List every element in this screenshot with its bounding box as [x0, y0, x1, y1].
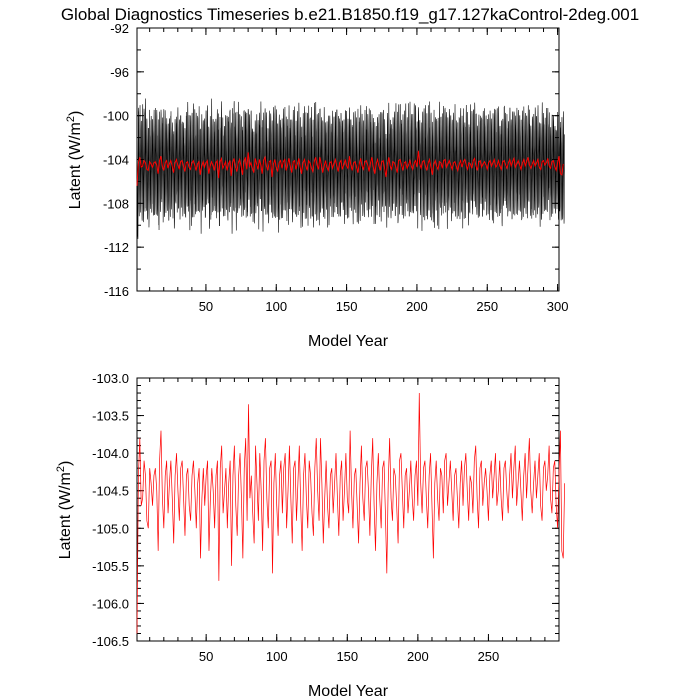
bot-ytick-label: -106.0 [92, 596, 129, 611]
bot-ytick-label: -106.5 [92, 634, 129, 649]
top-ytick-label: -116 [104, 284, 129, 299]
top-ytick-label: -108 [103, 196, 129, 211]
top-series-annual-line [136, 150, 564, 186]
bot-ytick-label: -105.0 [92, 521, 129, 536]
bottom-plot-frame [136, 377, 560, 642]
top-xtick-label: 250 [476, 299, 498, 314]
top-panel: -116 -112 -108 -104 -100 -96 -92 50 100 150 200 25… [65, 21, 568, 350]
bot-xtick-label: 150 [336, 649, 358, 664]
bottom-panel: -106.5 -106.0 -105.5 -105.0 -104.5 -104.0 -103… [55, 371, 565, 700]
chart-title: Global Diagnostics Timeseries b.e21.B185… [61, 5, 639, 24]
bottom-x-ticks: 50 100 150 200 250 [149, 378, 546, 664]
top-ytick-label: -96 [110, 65, 129, 80]
bot-xtick-label: 50 [199, 649, 213, 664]
bot-ytick-label: -103.0 [92, 371, 129, 386]
top-x-ticks: 50 100 150 200 250 300 [149, 28, 569, 314]
top-ytick-label: -100 [103, 109, 129, 124]
top-x-axis-label: Model Year [308, 333, 389, 350]
top-y-axis-label: Latent (W/m2) [65, 111, 84, 210]
bot-ytick-label: -105.5 [92, 559, 129, 574]
bottom-x-axis-label: Model Year [308, 683, 389, 700]
bot-series-annual-line [136, 393, 565, 634]
bot-xtick-label: 250 [478, 649, 500, 664]
top-xtick-label: 150 [336, 299, 358, 314]
bot-ytick-label: -104.0 [92, 446, 129, 461]
top-xtick-label: 50 [199, 299, 213, 314]
top-ytick-label: -92 [110, 21, 129, 36]
bot-ytick-label: -103.5 [92, 409, 129, 424]
bot-ytick-label: -104.5 [92, 484, 129, 499]
top-series-monthly-line [136, 98, 565, 239]
bot-xtick-label: 200 [407, 649, 429, 664]
top-ytick-label: -112 [104, 240, 129, 255]
bottom-y-ticks: -106.5 -106.0 -105.5 -105.0 -104.5 -104.0 -103… [92, 371, 559, 649]
bottom-series-group [136, 393, 565, 634]
top-xtick-label: 300 [547, 299, 569, 314]
bot-xtick-label: 100 [266, 649, 288, 664]
top-series-group [136, 98, 565, 239]
top-xtick-label: 100 [265, 299, 287, 314]
top-xtick-label: 200 [406, 299, 428, 314]
top-ytick-label: -104 [103, 153, 129, 168]
bottom-y-axis-label: Latent (W/m2) [55, 461, 74, 560]
